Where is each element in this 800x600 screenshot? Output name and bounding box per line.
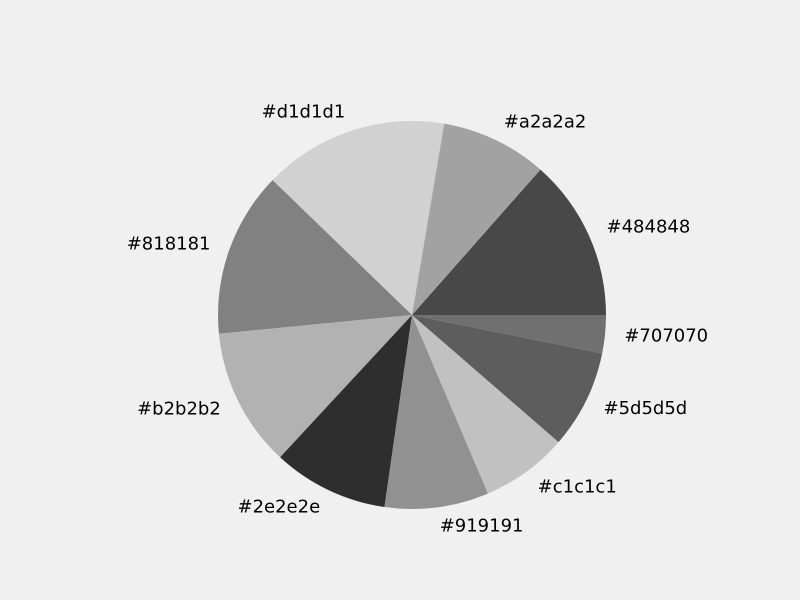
pie-slice <box>412 315 603 443</box>
pie-slice <box>412 123 541 315</box>
pie-slice <box>218 315 412 458</box>
slice-label: #484848 <box>607 216 691 237</box>
pie-slices <box>217 120 606 510</box>
pie-slice <box>272 120 445 315</box>
slice-label: #818181 <box>127 234 211 255</box>
slice-label: #d1d1d1 <box>262 101 346 122</box>
slice-label: #a2a2a2 <box>504 111 587 132</box>
slice-label: #5d5d5d <box>603 398 687 419</box>
pie-slice <box>217 180 412 334</box>
slice-label: #b2b2b2 <box>137 399 221 420</box>
slice-label: #c1c1c1 <box>538 476 617 497</box>
slice-label: #707070 <box>624 325 708 346</box>
slice-label: #2e2e2e <box>237 497 320 518</box>
slice-label: #919191 <box>440 516 524 537</box>
pie-slice <box>412 315 559 494</box>
pie-labels: #484848 #a2a2a2 #d1d1d1 #818181 #b2b2b2 #2e2e… <box>127 101 708 536</box>
pie-slice <box>384 315 488 510</box>
pie-slice <box>412 169 606 315</box>
pie-slice <box>280 315 412 508</box>
pie-slice <box>412 315 606 354</box>
